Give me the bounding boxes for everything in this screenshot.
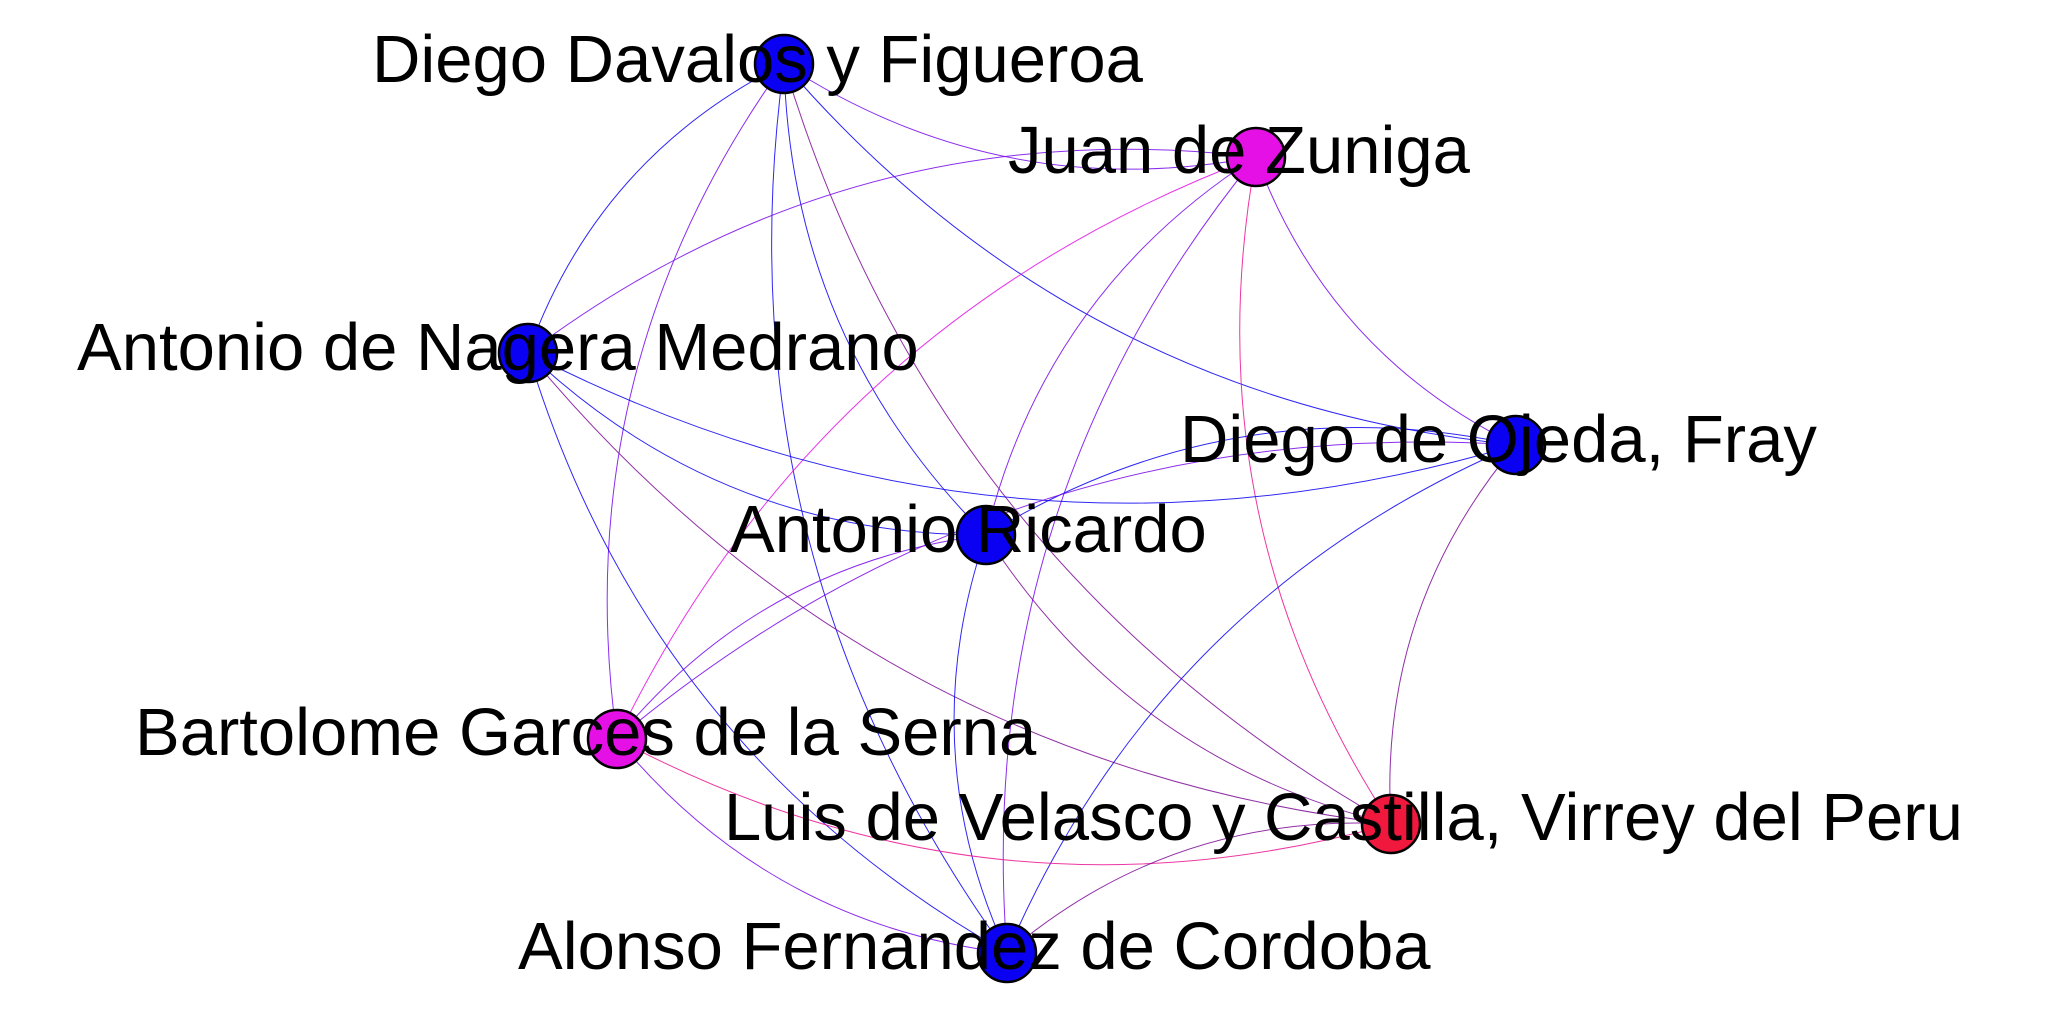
- node-label: Antonio Ricardo: [730, 492, 1207, 567]
- node-label: Alonso Fernandez de Cordoba: [518, 909, 1431, 984]
- node-label: Luis de Velasco y Castilla, Virrey del P…: [724, 780, 1963, 855]
- edge-antonio_ricardo-bartolome_garces: [616, 534, 987, 740]
- node-label: Diego de Ojeda, Fray: [1180, 402, 1817, 477]
- node-luis_velasco[interactable]: Luis de Velasco y Castilla, Virrey del P…: [724, 780, 1963, 855]
- edge-diego_davalos-luis_velasco: [783, 63, 1392, 825]
- node-label: Bartolome Garces de la Serna: [135, 695, 1037, 770]
- node-diego_ojeda[interactable]: Diego de Ojeda, Fray: [1180, 402, 1817, 477]
- node-bartolome_garces[interactable]: Bartolome Garces de la Serna: [135, 695, 1037, 770]
- node-alonso_fernandez[interactable]: Alonso Fernandez de Cordoba: [518, 909, 1431, 984]
- node-circle[interactable]: [586, 708, 648, 770]
- node-circle[interactable]: [1485, 414, 1547, 476]
- edge-diego_ojeda-luis_velasco: [1389, 444, 1517, 825]
- node-label: Diego Davalos y Figueroa: [372, 22, 1144, 97]
- node-juan_zuniga[interactable]: Juan de Zuniga: [1008, 113, 1471, 188]
- node-diego_davalos[interactable]: Diego Davalos y Figueroa: [372, 22, 1144, 97]
- edge-diego_ojeda-bartolome_garces: [616, 441, 1517, 740]
- edge-antonio_nagera-antonio_ricardo: [527, 352, 987, 536]
- edge-luis_velasco-alonso_fernandez: [1006, 822, 1392, 954]
- edge-juan_zuniga-luis_velasco: [1239, 156, 1392, 825]
- node-label: Antonio de Nagera Medrano: [77, 310, 919, 385]
- graph-nodes: Diego Davalos y Figueroa Juan de Zuniga An…: [77, 22, 1963, 984]
- edge-diego_davalos-juan_zuniga: [783, 63, 1257, 170]
- node-label: Juan de Zuniga: [1008, 113, 1471, 188]
- node-antonio_nagera[interactable]: Antonio de Nagera Medrano: [77, 310, 919, 385]
- edge-antonio_nagera-luis_velasco: [527, 352, 1392, 825]
- edge-diego_davalos-diego_ojeda: [783, 63, 1517, 446]
- edge-diego_ojeda-alonso_fernandez: [1006, 444, 1517, 954]
- edge-antonio_ricardo-luis_velasco: [985, 534, 1392, 825]
- edge-diego_davalos-antonio_ricardo: [783, 63, 987, 536]
- edge-juan_zuniga-bartolome_garces: [616, 156, 1257, 740]
- edge-antonio_ricardo-alonso_fernandez: [953, 534, 1008, 954]
- node-circle[interactable]: [497, 322, 559, 384]
- node-circle[interactable]: [955, 504, 1017, 566]
- edge-juan_zuniga-diego_ojeda: [1255, 156, 1517, 446]
- node-circle[interactable]: [976, 922, 1038, 984]
- edge-diego_davalos-alonso_fernandez: [771, 63, 1008, 954]
- node-antonio_ricardo[interactable]: Antonio Ricardo: [730, 492, 1207, 567]
- edge-diego_davalos-bartolome_garces: [606, 63, 785, 740]
- graph-edges: [527, 63, 1517, 954]
- node-circle[interactable]: [753, 33, 815, 95]
- edge-juan_zuniga-alonso_fernandez: [1002, 156, 1257, 954]
- edge-antonio_nagera-diego_ojeda: [527, 352, 1517, 504]
- node-circle[interactable]: [1360, 793, 1422, 855]
- edge-bartolome_garces-luis_velasco: [616, 738, 1392, 866]
- edge-antonio_nagera-alonso_fernandez: [527, 352, 1008, 954]
- edge-bartolome_garces-alonso_fernandez: [616, 738, 1008, 954]
- edge-diego_davalos-antonio_nagera: [527, 63, 785, 354]
- edge-diego_ojeda-antonio_ricardo: [985, 426, 1517, 536]
- node-circle[interactable]: [1225, 126, 1287, 188]
- edge-juan_zuniga-antonio_ricardo: [985, 156, 1257, 536]
- edge-juan_zuniga-antonio_nagera: [527, 148, 1257, 354]
